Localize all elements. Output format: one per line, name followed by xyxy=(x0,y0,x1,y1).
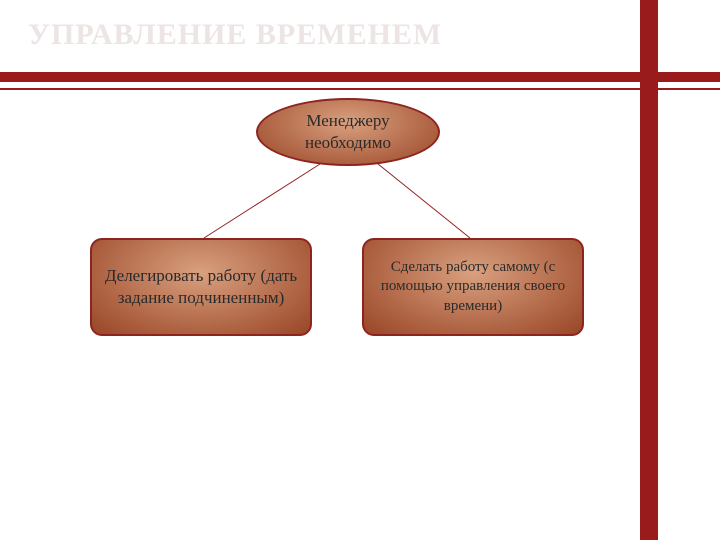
node-right: Сделать работу самому (с помощью управле… xyxy=(362,238,584,336)
slide-title: УПРАВЛЕНИЕ ВРЕМЕНЕМ xyxy=(28,18,442,52)
node-left: Делегировать работу (дать задание подчин… xyxy=(90,238,312,336)
decor-vline-thick xyxy=(640,0,658,540)
node-label: Сделать работу самому (с помощью управле… xyxy=(364,254,582,321)
decor-hline-thick xyxy=(0,72,720,82)
node-label: Менеджеру необходимо xyxy=(258,106,438,158)
node-label: Делегировать работу (дать задание подчин… xyxy=(92,261,310,313)
slide: УПРАВЛЕНИЕ ВРЕМЕНЕМ Менеджеру необходимо… xyxy=(0,0,720,540)
connector-line xyxy=(378,164,470,238)
node-root: Менеджеру необходимо xyxy=(256,98,440,166)
decor-hline-thin xyxy=(0,88,720,90)
connector-line xyxy=(204,164,320,238)
